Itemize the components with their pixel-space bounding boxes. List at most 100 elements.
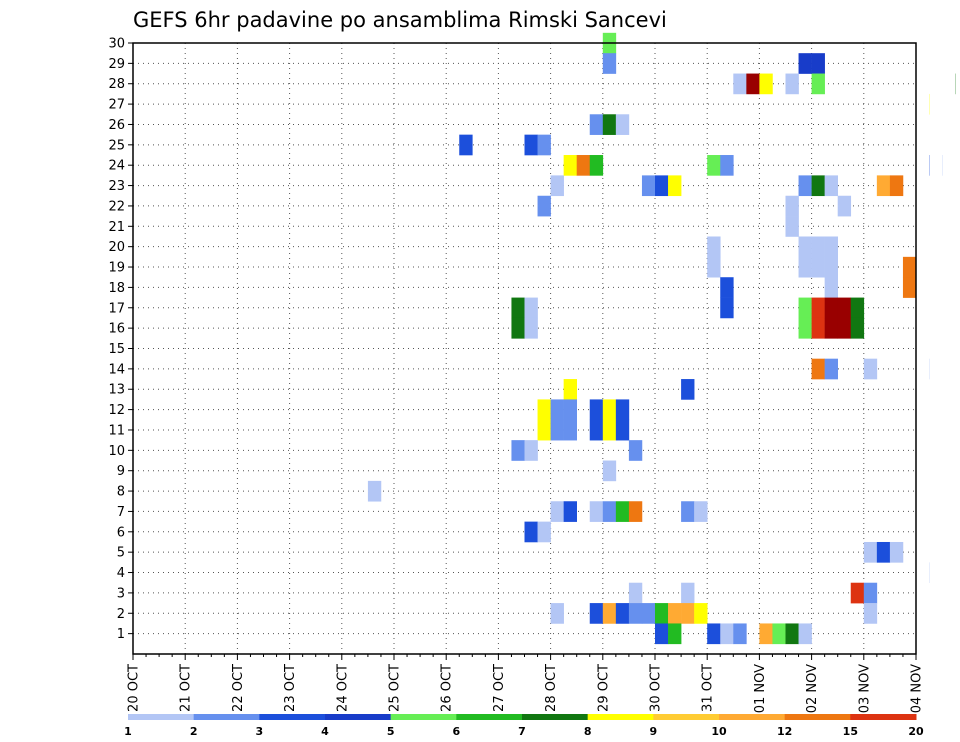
colorbar-swatch-4 (390, 714, 457, 720)
chart-title: GEFS 6hr padavine po ansamblima Rimski S… (133, 8, 667, 32)
ytick-label-11: 11 (108, 423, 125, 438)
cell-53 (511, 297, 525, 319)
cell-6 (759, 73, 773, 95)
colorbar-label-5: 5 (387, 725, 395, 738)
cell-62 (798, 317, 812, 339)
cell-106 (628, 582, 643, 604)
cell-52 (720, 297, 734, 319)
cell-81 (563, 419, 577, 441)
cell-38 (837, 195, 852, 217)
xtick-label-14: 03 NOV (857, 664, 872, 713)
cell-2 (798, 53, 812, 74)
xtick-label-8: 28 OCT (544, 664, 559, 712)
cell-60 (511, 317, 525, 339)
cell-83 (602, 419, 617, 441)
cell-5 (746, 73, 760, 95)
ytick-label-12: 12 (108, 403, 125, 418)
cell-56 (811, 297, 825, 319)
y-axis-ticks: 1234567891011121314151617181920212223242… (108, 37, 133, 642)
cell-41 (798, 236, 812, 258)
cell-113 (615, 603, 630, 624)
ytick-label-28: 28 (108, 77, 125, 92)
cell-42 (811, 236, 825, 258)
cell-35 (889, 175, 904, 197)
cell-124 (720, 623, 734, 645)
cell-4 (733, 73, 747, 95)
cell-64 (824, 317, 838, 339)
cell-116 (655, 603, 669, 624)
cell-55 (798, 297, 812, 319)
cell-109 (863, 582, 878, 604)
cell-8 (811, 73, 825, 95)
xtick-label-9: 29 OCT (596, 664, 611, 712)
colorbar-label-9: 9 (650, 725, 658, 738)
cell-46 (811, 256, 825, 278)
cell-89 (367, 480, 382, 502)
cell-72 (681, 379, 695, 400)
cell-28 (641, 175, 656, 197)
cell-111 (589, 603, 604, 624)
cell-98 (524, 521, 538, 543)
cell-45 (798, 256, 812, 278)
cell-77 (602, 399, 617, 421)
ytick-label-16: 16 (108, 322, 125, 337)
colorbar-swatch-9 (719, 714, 786, 720)
cell-75 (563, 399, 577, 421)
grid-lines (133, 42, 916, 654)
cell-100 (863, 541, 878, 563)
xtick-label-0: 20 OCT (127, 664, 142, 712)
cell-128 (785, 623, 799, 645)
colorbar-swatch-7 (587, 714, 654, 720)
colorbar-swatch-3 (325, 714, 392, 720)
colorbar-swatch-1 (193, 714, 260, 720)
cell-95 (628, 501, 643, 522)
cell-59 (850, 297, 865, 319)
colorbar-swatch-8 (653, 714, 720, 720)
cell-114 (628, 603, 643, 624)
ytick-label-22: 22 (108, 199, 125, 214)
ytick-label-10: 10 (108, 444, 125, 459)
cell-13 (589, 114, 604, 135)
cell-80 (550, 419, 564, 441)
xtick-label-12: 01 NOV (753, 664, 768, 713)
cell-51 (824, 277, 838, 298)
colorbar-swatch-6 (522, 714, 589, 720)
cell-74 (550, 399, 564, 421)
cell-57 (824, 297, 838, 319)
cell-121 (655, 623, 669, 645)
colorbar-swatch-5 (456, 714, 523, 720)
ytick-label-18: 18 (108, 281, 125, 296)
cell-23 (720, 155, 734, 176)
cell-129 (798, 623, 812, 645)
cell-117 (668, 603, 682, 624)
cell-40 (707, 236, 721, 258)
ytick-label-26: 26 (108, 118, 125, 133)
x-axis-ticks: 20 OCT 21 OCT 22 OCT 23 OCT 24 OCT 25 OCT 26 O… (127, 654, 925, 713)
cell-47 (824, 256, 838, 278)
cell-16 (459, 134, 473, 156)
colorbar-label-8: 8 (584, 725, 592, 738)
cell-90 (550, 501, 564, 522)
cell-96 (681, 501, 695, 522)
cell-32 (811, 175, 825, 197)
cell-93 (602, 501, 617, 522)
colorbar-label-6: 6 (453, 725, 461, 738)
ytick-label-27: 27 (108, 98, 125, 113)
cell-76 (589, 399, 604, 421)
colorbar-label-20: 20 (908, 725, 924, 738)
plot-frame (132, 42, 917, 655)
cell-126 (759, 623, 773, 645)
cell-31 (798, 175, 812, 197)
cell-73 (537, 399, 551, 421)
xtick-label-5: 25 OCT (388, 664, 403, 712)
cell-84 (615, 419, 630, 441)
xtick-label-10: 30 OCT (649, 664, 664, 712)
cell-71 (563, 379, 577, 400)
ytick-label-13: 13 (108, 383, 125, 398)
cell-17 (524, 134, 538, 156)
ytick-label-5: 5 (117, 546, 125, 561)
ytick-label-29: 29 (108, 57, 125, 72)
ytick-label-6: 6 (117, 525, 125, 540)
colorbar-swatch-10 (784, 714, 851, 720)
